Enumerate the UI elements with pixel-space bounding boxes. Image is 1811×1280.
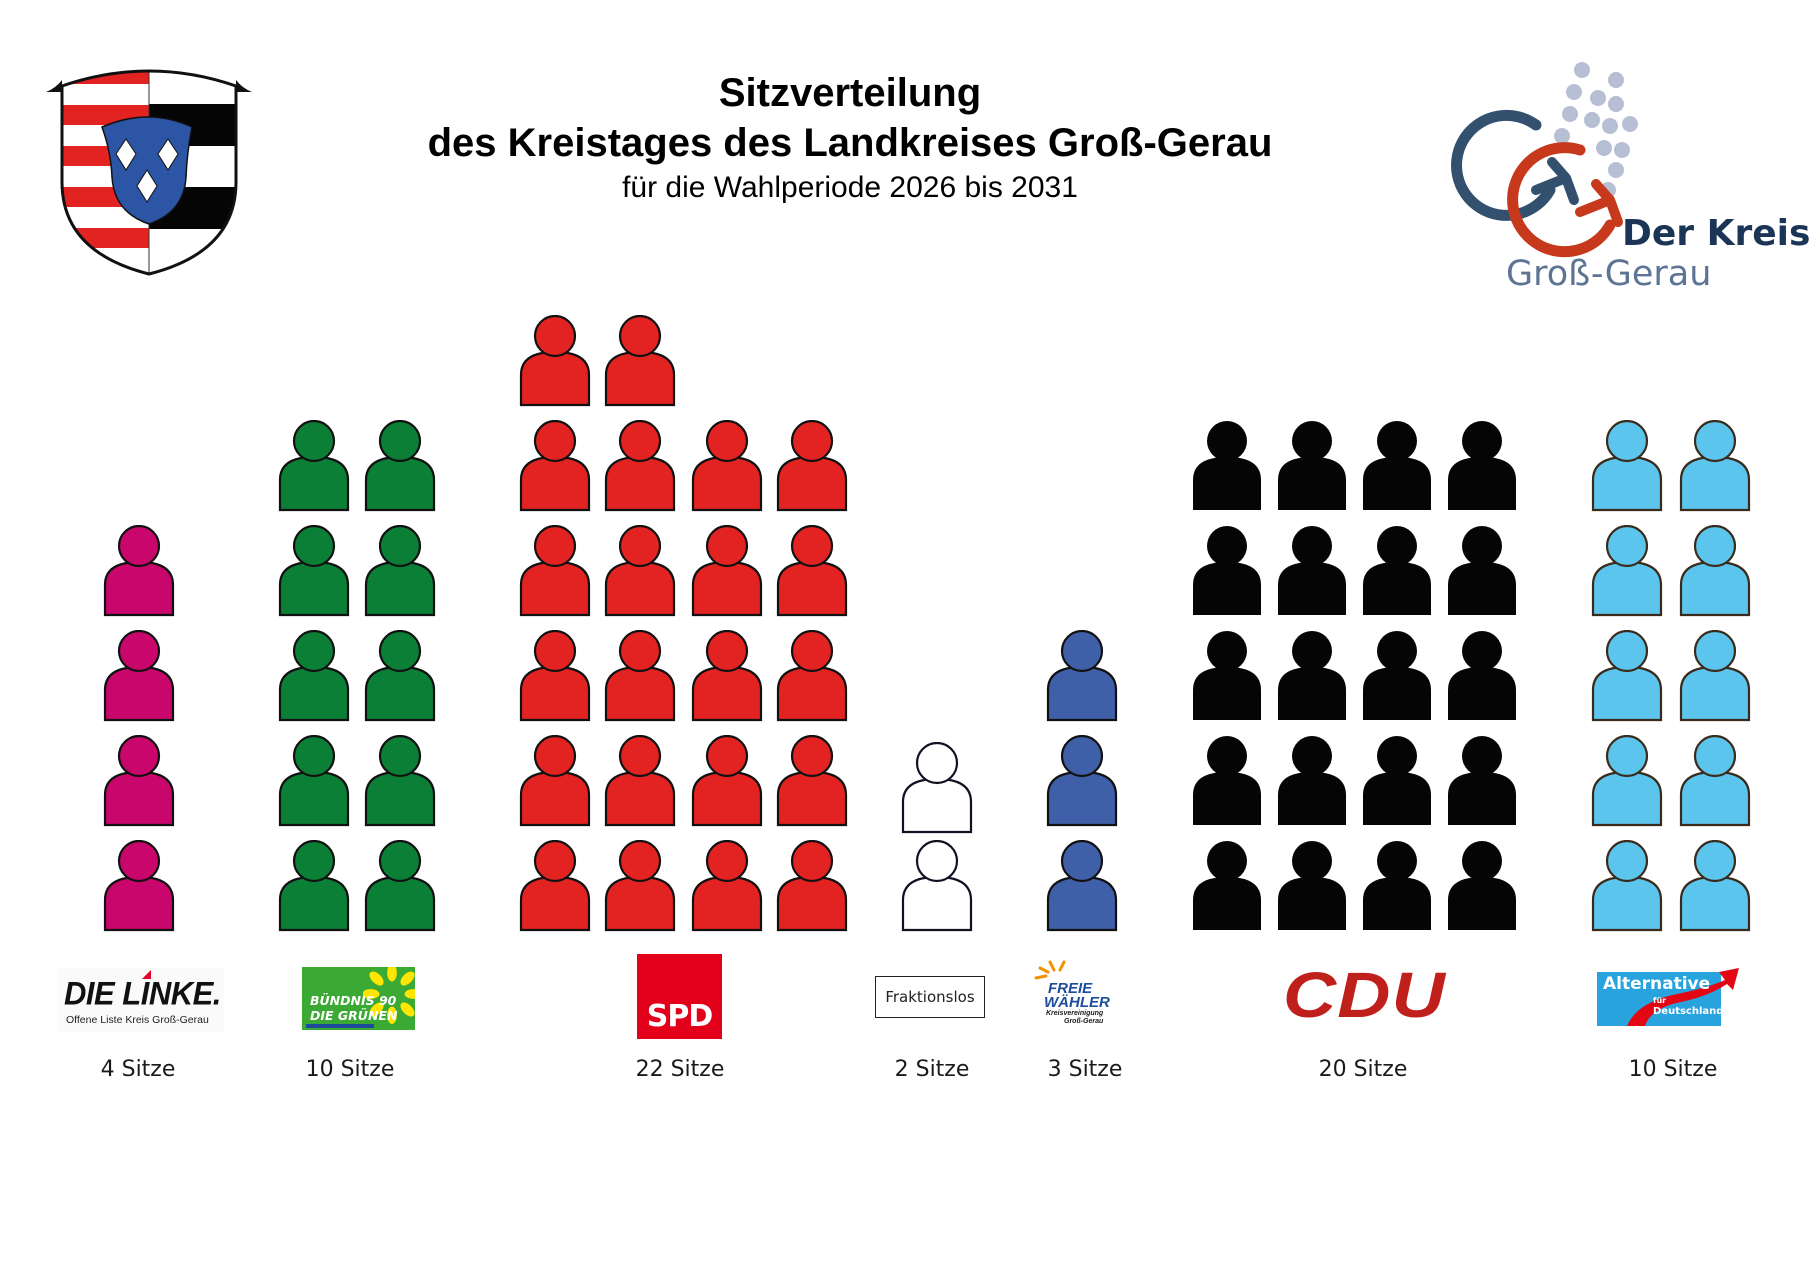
seat-person-icon xyxy=(363,630,437,722)
seat-person-icon xyxy=(1190,630,1264,722)
gruene-logo: BÜNDNIS 90 DIE GRÜNEN xyxy=(302,967,415,1030)
seat-person-icon xyxy=(1190,420,1264,512)
seat-count-fraktionslos: 2 Sitze xyxy=(894,1057,970,1082)
seat-person-icon xyxy=(1445,630,1519,722)
seat-person-icon xyxy=(102,840,176,932)
seat-person-icon xyxy=(277,630,351,722)
freie-waehler-logo: FREIE WÄHLER Kreisvereinigung Groß-Gerau xyxy=(1030,960,1120,1030)
seat-person-icon xyxy=(1360,630,1434,722)
seat-person-icon xyxy=(775,630,849,722)
cdu-logo: CDU xyxy=(1283,959,1446,1031)
seat-person-icon xyxy=(1678,840,1752,932)
kreis-logo-line1: Der Kreis xyxy=(1622,213,1811,254)
seat-person-icon xyxy=(1045,840,1119,932)
spd-logo: SPD xyxy=(637,954,722,1039)
seat-person-icon xyxy=(1445,420,1519,512)
seat-person-icon xyxy=(603,840,677,932)
seat-person-icon xyxy=(363,840,437,932)
seat-person-icon xyxy=(1590,420,1664,512)
seat-person-icon xyxy=(690,420,764,512)
seat-person-icon xyxy=(518,840,592,932)
seat-person-icon xyxy=(363,420,437,512)
seat-person-icon xyxy=(775,735,849,827)
fraktionslos-label: Fraktionslos xyxy=(875,976,985,1018)
chart-title: Sitzverteilung xyxy=(718,71,982,115)
seat-person-icon xyxy=(1190,525,1264,617)
seat-person-icon xyxy=(1275,525,1349,617)
seat-person-icon xyxy=(603,315,677,407)
seat-person-icon xyxy=(1678,420,1752,512)
sun-icon xyxy=(1034,960,1066,980)
coat-of-arms-icon xyxy=(44,52,254,280)
kreis-gross-gerau-logo xyxy=(1440,50,1800,300)
seat-person-icon xyxy=(102,630,176,722)
seat-person-icon xyxy=(102,735,176,827)
seat-person-icon xyxy=(277,840,351,932)
seat-person-icon xyxy=(1275,420,1349,512)
seat-person-icon xyxy=(775,420,849,512)
seat-person-icon xyxy=(603,420,677,512)
seat-person-icon xyxy=(1590,525,1664,617)
seat-person-icon xyxy=(1678,630,1752,722)
seat-person-icon xyxy=(518,735,592,827)
seat-person-icon xyxy=(1590,840,1664,932)
seat-person-icon xyxy=(690,630,764,722)
seat-person-icon xyxy=(518,630,592,722)
seat-person-icon xyxy=(1590,630,1664,722)
seat-count-afd: 10 Sitze xyxy=(1628,1057,1718,1082)
kreis-logo-line2: Groß-Gerau xyxy=(1506,254,1712,294)
seat-person-icon xyxy=(277,735,351,827)
seat-person-icon xyxy=(1445,525,1519,617)
seat-person-icon xyxy=(690,840,764,932)
seat-count-spd: 22 Sitze xyxy=(635,1057,725,1082)
seat-person-icon xyxy=(1275,735,1349,827)
seat-person-icon xyxy=(518,315,592,407)
seat-person-icon xyxy=(1275,840,1349,932)
afd-logo: Alternative für Deutschland xyxy=(1597,968,1739,1026)
chart-title-line2: des Kreistages des Landkreises Groß-Gera… xyxy=(427,121,1273,165)
seat-person-icon xyxy=(1445,735,1519,827)
seat-person-icon xyxy=(1590,735,1664,827)
chart-subtitle: für die Wahlperiode 2026 bis 2031 xyxy=(622,171,1078,204)
seat-person-icon xyxy=(900,742,974,834)
seat-person-icon xyxy=(1360,735,1434,827)
seat-person-icon xyxy=(1360,420,1434,512)
seat-count-linke: 4 Sitze xyxy=(100,1057,176,1082)
seat-person-icon xyxy=(1360,840,1434,932)
seat-person-icon xyxy=(1275,630,1349,722)
seat-person-icon xyxy=(775,840,849,932)
seat-person-icon xyxy=(1678,525,1752,617)
seat-person-icon xyxy=(1045,735,1119,827)
seat-person-icon xyxy=(775,525,849,617)
seat-person-icon xyxy=(603,630,677,722)
seat-person-icon xyxy=(690,735,764,827)
seat-person-icon xyxy=(1045,630,1119,722)
seat-person-icon xyxy=(1190,840,1264,932)
linke-flag-icon xyxy=(142,970,151,979)
seat-person-icon xyxy=(603,735,677,827)
seat-person-icon xyxy=(603,525,677,617)
afd-arrow-icon xyxy=(1627,968,1739,1026)
seat-person-icon xyxy=(1445,840,1519,932)
seat-person-icon xyxy=(363,735,437,827)
seat-person-icon xyxy=(690,525,764,617)
seat-count-cdu: 20 Sitze xyxy=(1318,1057,1408,1082)
seat-person-icon xyxy=(1360,525,1434,617)
die-linke-logo: DIE LINKE. Offene Liste Kreis Groß-Gerau xyxy=(58,968,224,1032)
seat-count-gruene: 10 Sitze xyxy=(305,1057,395,1082)
chart-title-block: Sitzverteilung des Kreistages des Landkr… xyxy=(340,68,1360,206)
seat-person-icon xyxy=(518,420,592,512)
seat-person-icon xyxy=(363,525,437,617)
seat-person-icon xyxy=(1190,735,1264,827)
sunflower-icon xyxy=(363,967,415,1024)
seat-person-icon xyxy=(518,525,592,617)
seat-person-icon xyxy=(102,525,176,617)
seat-person-icon xyxy=(277,525,351,617)
seat-person-icon xyxy=(900,840,974,932)
seat-count-freie-waehler: 3 Sitze xyxy=(1047,1057,1123,1082)
seat-person-icon xyxy=(277,420,351,512)
seat-person-icon xyxy=(1678,735,1752,827)
